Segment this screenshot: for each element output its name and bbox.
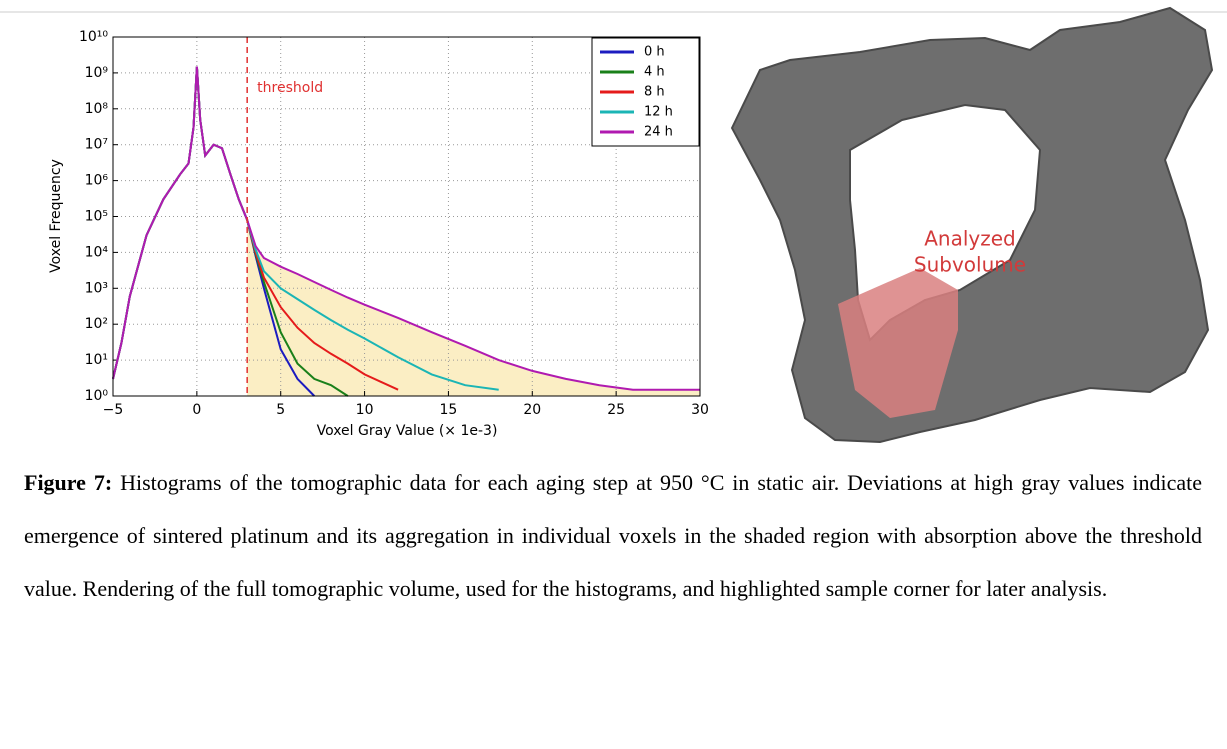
y-tick-label: 10²: [85, 316, 108, 332]
subvolume-label: Subvolume: [914, 253, 1026, 277]
series-line: [112, 66, 700, 391]
x-tick-label: 15: [440, 402, 458, 418]
x-tick-label: 10: [356, 402, 374, 418]
x-tick-label: 20: [523, 402, 541, 418]
legend-label: 0 h: [644, 45, 665, 60]
threshold-label: threshold: [257, 80, 323, 96]
x-tick-label: −5: [103, 402, 124, 418]
legend: 0 h 4 h 8 h 12 h 24 h: [591, 37, 700, 147]
legend-label: 8 h: [644, 85, 665, 100]
subvolume-highlight: [838, 268, 958, 418]
y-tick-label: 10⁴: [85, 244, 109, 260]
shaded-region: [247, 219, 700, 396]
y-axis-label: Voxel Frequency: [48, 159, 64, 273]
plot-frame: [112, 36, 701, 397]
x-tick-label: 25: [607, 402, 625, 418]
x-tick-label: 0: [192, 402, 201, 418]
x-tick-label: 30: [691, 402, 709, 418]
legend-label: 24 h: [644, 125, 673, 140]
legend-label: 4 h: [644, 65, 665, 80]
volume-render: [730, 6, 1214, 444]
y-tick-label: 10⁹: [85, 65, 109, 81]
figure: Analyzed Subvolume Voxel Frequency Voxel…: [0, 6, 1227, 444]
y-tick-label: 10⁵: [85, 209, 108, 225]
rendering: Analyzed Subvolume: [730, 6, 1214, 444]
y-tick-label: 10¹: [85, 352, 108, 368]
y-tick-label: 10⁰: [85, 388, 109, 404]
subvolume-label: Analyzed: [924, 227, 1016, 251]
caption-text: Histograms of the tomographic data for e…: [24, 470, 1202, 601]
y-tick-label: 10⁷: [85, 137, 108, 153]
legend-label: 12 h: [644, 105, 673, 120]
y-tick-label: 10³: [85, 280, 108, 296]
y-tick-label: 10⁸: [85, 101, 109, 117]
caption-label: Figure 7:: [24, 470, 113, 495]
caption: Figure 7: Histograms of the tomographic …: [24, 456, 1202, 615]
y-tick-label: 10⁶: [85, 173, 109, 189]
x-tick-label: 5: [276, 402, 285, 418]
y-tick-label: 10¹⁰: [79, 29, 108, 45]
x-axis-label: Voxel Gray Value (× 1e-3): [317, 423, 498, 439]
